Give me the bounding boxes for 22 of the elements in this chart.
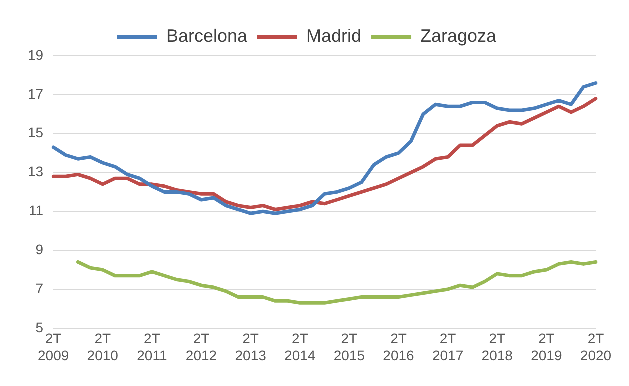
- y-tick-label: 11: [29, 202, 44, 219]
- x-tick-label: 2T 2016: [383, 330, 415, 364]
- x-tick-label: 2T 2020: [580, 330, 612, 364]
- x-tick-label: 2T 2014: [284, 330, 316, 364]
- x-tick-label: 2T 2017: [432, 330, 464, 364]
- x-tick-label: 2T 2019: [531, 330, 562, 364]
- y-tick-label: 9: [36, 241, 44, 258]
- y-tick-label: 5: [36, 319, 44, 336]
- x-tick-label: 2T 2013: [235, 330, 267, 364]
- y-tick-label: 19: [28, 46, 44, 63]
- y-tick-label: 15: [28, 124, 44, 141]
- x-tick-label: 2T 2018: [482, 330, 514, 364]
- x-tick-label: 2T 2012: [186, 330, 218, 364]
- x-tick-label: 2T 2015: [334, 330, 366, 364]
- y-tick-label: 13: [28, 164, 44, 180]
- y-tick-label: 17: [28, 86, 44, 102]
- legend-label: Barcelona: [166, 26, 248, 46]
- x-tick-label: 2T 2011: [137, 330, 168, 364]
- legend-label: Madrid: [306, 26, 362, 46]
- x-tick-label: 2T 2010: [87, 330, 119, 364]
- legend-label: Zaragoza: [420, 26, 498, 46]
- y-tick-label: 7: [36, 280, 44, 296]
